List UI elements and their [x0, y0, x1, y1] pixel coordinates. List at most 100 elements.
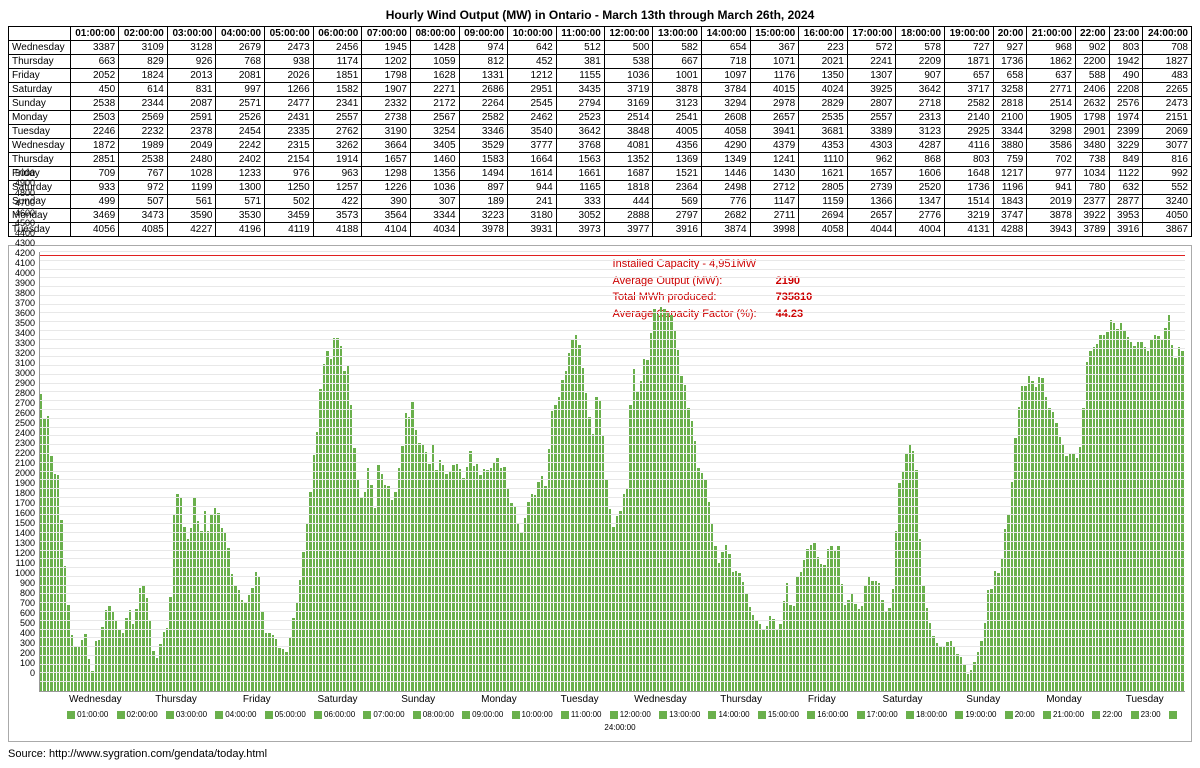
- table-row: Thursday28512538248024022154191416571460…: [9, 153, 1192, 167]
- bar: [377, 465, 379, 691]
- bar: [78, 647, 80, 691]
- bar: [299, 580, 301, 691]
- bar: [60, 520, 62, 691]
- hour-header: 18:00:00: [896, 27, 945, 41]
- bar: [486, 470, 488, 691]
- bar: [435, 470, 437, 691]
- bar: [1089, 351, 1091, 691]
- bar: [387, 486, 389, 691]
- bar: [367, 468, 369, 691]
- bar: [915, 470, 917, 691]
- bar: [95, 641, 97, 691]
- bar: [384, 485, 386, 691]
- bar: [721, 552, 723, 691]
- table-row: Monday3469347335903530345935733564334432…: [9, 209, 1192, 223]
- bar: [394, 492, 396, 691]
- bar: [156, 658, 158, 691]
- bar: [1171, 345, 1173, 691]
- bar: [503, 467, 505, 692]
- bar: [602, 436, 604, 691]
- bar: [302, 552, 304, 691]
- hour-header: 03:00:00: [167, 27, 216, 41]
- bar: [851, 593, 853, 692]
- table-row: Tuesday405640854227419641194188410440343…: [9, 223, 1192, 237]
- hour-header: 13:00:00: [653, 27, 702, 41]
- bar: [527, 502, 529, 691]
- bar: [190, 528, 192, 691]
- bar: [1147, 351, 1149, 691]
- bar: [187, 539, 189, 691]
- bar: [129, 610, 131, 691]
- hour-header: 23:00: [1109, 27, 1143, 41]
- bar: [398, 468, 400, 691]
- bar: [1041, 378, 1043, 691]
- hour-header: 06:00:00: [313, 27, 362, 41]
- bar: [544, 486, 546, 691]
- bar: [953, 647, 955, 691]
- bar: [193, 498, 195, 691]
- bar: [74, 646, 76, 691]
- bar: [1168, 315, 1170, 691]
- bar: [616, 516, 618, 691]
- bar: [265, 633, 267, 691]
- y-axis: 0100200300400500600700800900100011001200…: [15, 252, 39, 692]
- bar: [541, 476, 543, 691]
- bar: [578, 345, 580, 691]
- bar: [694, 441, 696, 691]
- bar: [854, 604, 856, 691]
- bar: [159, 644, 161, 691]
- bar: [902, 472, 904, 691]
- hour-header: 20:00: [993, 27, 1027, 41]
- table-row: Sunday4995075615715024223903071892413334…: [9, 195, 1192, 209]
- bar: [57, 475, 59, 691]
- bar: [183, 527, 185, 691]
- table-row: Tuesday224622322378245423352762319032543…: [9, 125, 1192, 139]
- hour-header: 12:00:00: [604, 27, 653, 41]
- hour-header: 07:00:00: [362, 27, 411, 41]
- bar: [813, 543, 815, 691]
- bar: [752, 615, 754, 691]
- bar: [524, 518, 526, 691]
- hour-header: 22:00: [1075, 27, 1109, 41]
- bar: [112, 612, 114, 691]
- bar: [612, 527, 614, 691]
- bar: [973, 662, 975, 691]
- bar: [135, 609, 137, 691]
- bar: [449, 471, 451, 691]
- bar: [582, 368, 584, 691]
- hour-header: 01:00:00: [70, 27, 119, 41]
- bar: [296, 603, 298, 691]
- bar: [197, 521, 199, 692]
- bar: [892, 589, 894, 691]
- table-row: Sunday2538234420872571247723412332217222…: [9, 97, 1192, 111]
- bar: [919, 539, 921, 691]
- bar: [963, 664, 965, 691]
- hour-header: 09:00:00: [459, 27, 508, 41]
- bar: [473, 466, 475, 691]
- bar: [1028, 376, 1030, 691]
- bar: [936, 643, 938, 691]
- bar: [248, 595, 250, 691]
- bar: [408, 417, 410, 691]
- bar: [275, 639, 277, 691]
- bar: [568, 353, 570, 691]
- bar: [1137, 342, 1139, 691]
- table-row: Thursday66382992676893811741202105981245…: [9, 55, 1192, 69]
- bar: [221, 528, 223, 691]
- bar: [817, 557, 819, 691]
- page-title: Hourly Wind Output (MW) in Ontario - Mar…: [8, 8, 1192, 22]
- bar: [1144, 347, 1146, 691]
- wind-output-chart: 0100200300400500600700800900100011001200…: [8, 245, 1192, 742]
- bar: [350, 405, 352, 691]
- bar: [950, 641, 952, 691]
- bar: [1076, 458, 1078, 691]
- bar: [347, 365, 349, 691]
- bar: [231, 574, 233, 691]
- bar: [640, 381, 642, 691]
- hour-header: 21:00:00: [1027, 27, 1076, 41]
- bar: [1178, 347, 1180, 691]
- bar: [680, 376, 682, 691]
- bar: [47, 416, 49, 691]
- table-row: Monday2503256925912526243125572738256725…: [9, 111, 1192, 125]
- bar: [670, 315, 672, 691]
